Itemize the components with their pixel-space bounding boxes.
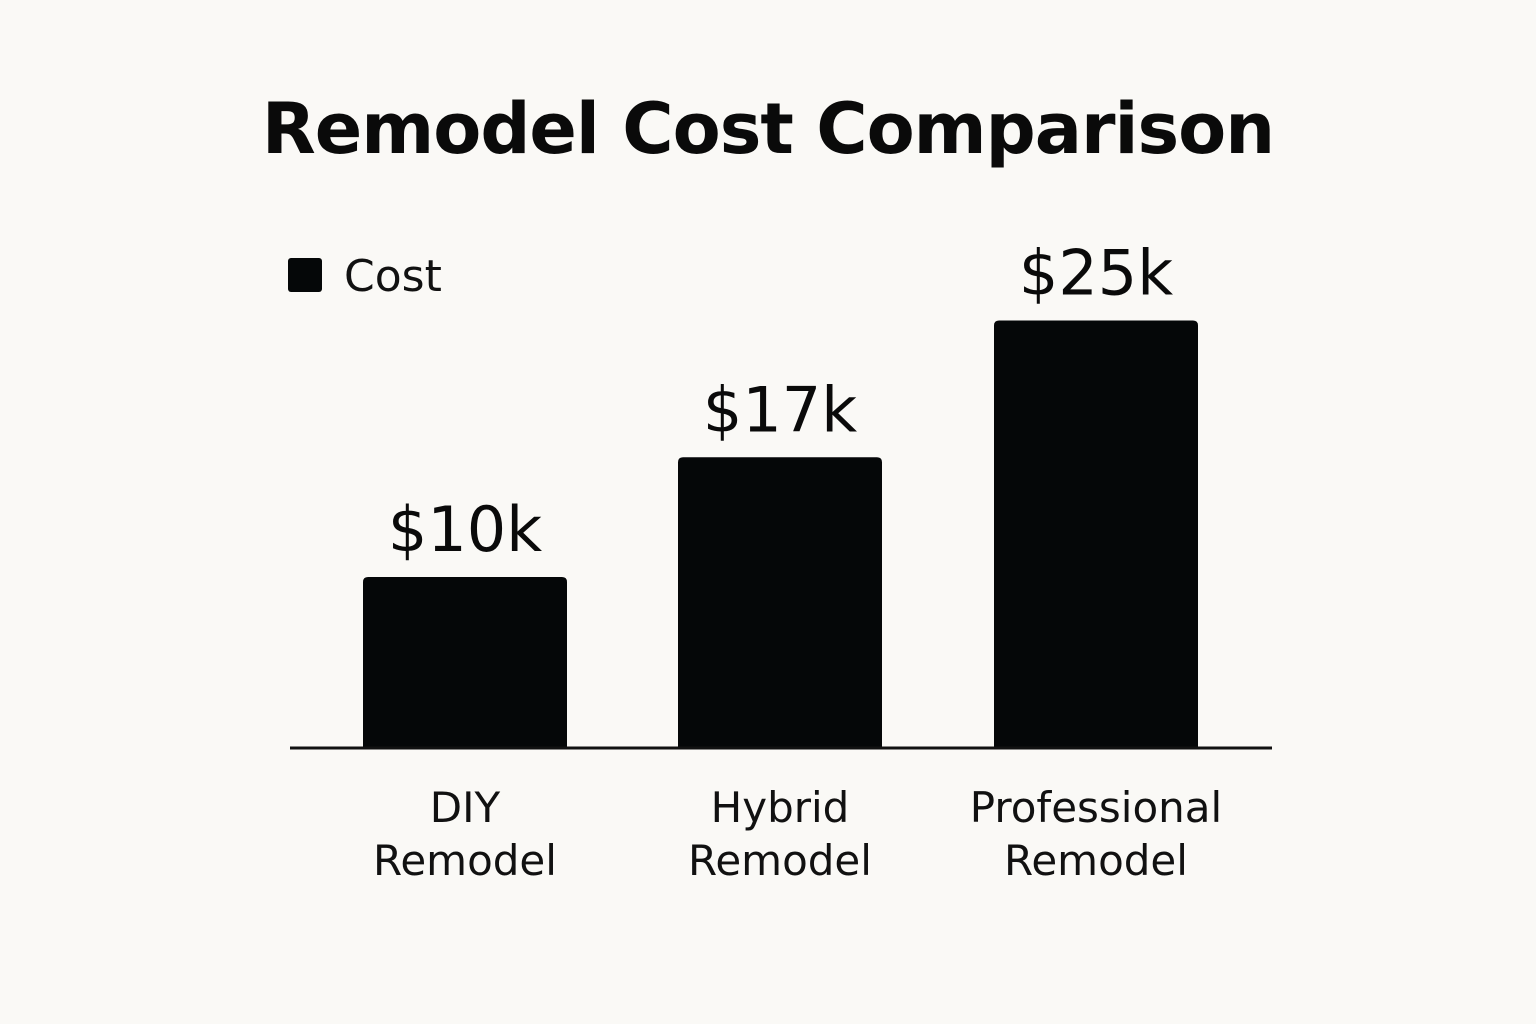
data-label: $10k [388, 493, 542, 566]
category-label: DIY Remodel [373, 783, 557, 885]
legend: Cost [288, 251, 442, 302]
bar-hybrid [678, 457, 882, 748]
category-label: Hybrid Remodel [688, 783, 872, 885]
data-label: $25k [1019, 237, 1173, 310]
legend-swatch-cost [288, 258, 322, 292]
bar-diy [363, 577, 567, 748]
data-label: $17k [703, 373, 857, 446]
bar-professional [994, 320, 1198, 748]
legend-label-cost: Cost [344, 251, 442, 302]
chart-title: Remodel Cost Comparison [261, 88, 1275, 170]
category-label: Professional Remodel [970, 783, 1222, 885]
